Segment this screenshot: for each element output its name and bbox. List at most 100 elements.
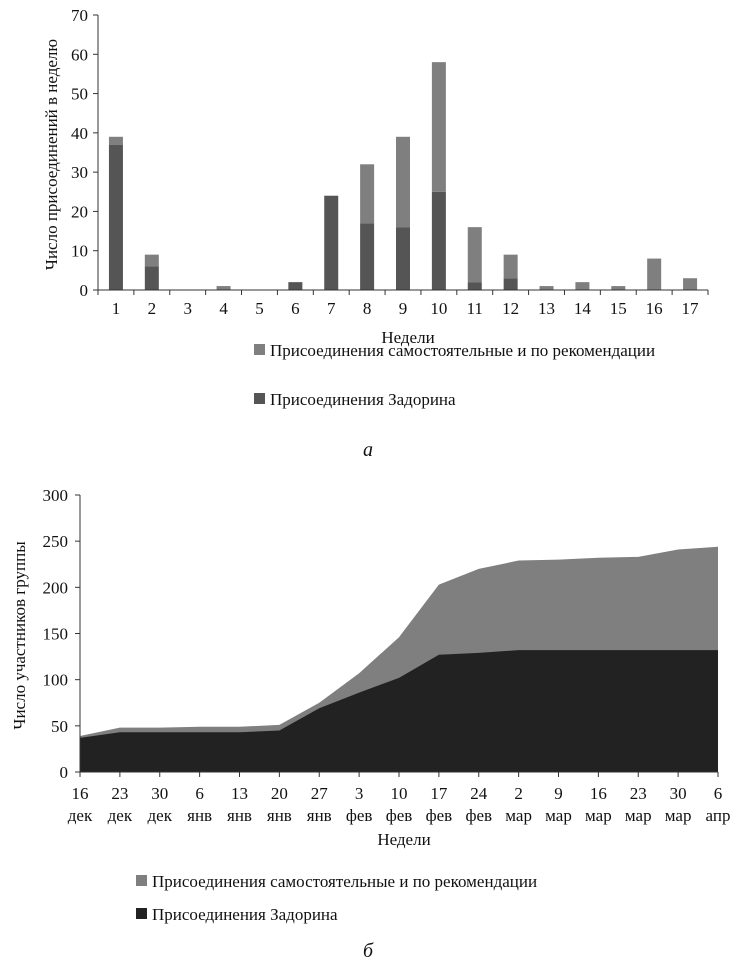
bar-self-joined <box>647 258 662 290</box>
x-tick-label: 4 <box>219 299 228 318</box>
bar-self-joined <box>396 136 410 228</box>
y-tick-label: 20 <box>71 202 88 221</box>
x-tick-month: мар <box>545 806 572 825</box>
x-tick-day: 2 <box>514 784 523 803</box>
bar-self-joined <box>108 136 123 145</box>
bar-self-joined <box>611 286 626 290</box>
x-tick-day: 6 <box>714 784 723 803</box>
y-tick-label: 40 <box>71 124 88 143</box>
x-tick-month: дек <box>148 806 173 825</box>
x-tick-day: 16 <box>72 784 89 803</box>
y-axis-title: Число участников группы <box>10 541 29 730</box>
legend-label: Присоединения самостоятельные и по реком… <box>270 341 655 360</box>
x-tick-label: 10 <box>430 299 447 318</box>
legend-swatch <box>136 875 147 886</box>
x-axis-title: Недели <box>381 328 434 347</box>
y-tick-label: 30 <box>71 163 88 182</box>
bar-zadorin <box>396 227 410 290</box>
x-tick-month: фев <box>426 806 453 825</box>
x-tick-month: мар <box>585 806 612 825</box>
x-tick-label: 12 <box>502 299 519 318</box>
area-zadorin <box>80 650 718 772</box>
bar-zadorin <box>144 266 159 290</box>
x-tick-month: фев <box>386 806 413 825</box>
y-tick-label: 0 <box>80 281 89 300</box>
legend-swatch <box>254 344 265 355</box>
x-tick-label: 16 <box>646 299 663 318</box>
x-tick-label: 15 <box>610 299 627 318</box>
x-tick-day: 3 <box>355 784 364 803</box>
y-tick-label: 200 <box>43 578 69 597</box>
y-tick-label: 10 <box>71 242 88 261</box>
bar-zadorin <box>288 282 303 290</box>
y-tick-label: 150 <box>43 625 69 644</box>
legend-label: Присоединения Задорина <box>270 390 456 409</box>
x-tick-month: дек <box>68 806 93 825</box>
x-tick-label: 14 <box>574 299 592 318</box>
x-tick-day: 17 <box>430 784 448 803</box>
x-tick-label: 13 <box>538 299 555 318</box>
x-tick-month: фев <box>465 806 492 825</box>
x-tick-day: 24 <box>470 784 488 803</box>
bar-zadorin <box>324 195 339 290</box>
bar-zadorin <box>467 282 482 290</box>
x-tick-day: 20 <box>271 784 288 803</box>
x-tick-day: 6 <box>195 784 204 803</box>
bar-self-joined <box>144 254 159 267</box>
y-tick-label: 300 <box>43 486 69 505</box>
x-tick-label: 17 <box>682 299 700 318</box>
x-tick-month: фев <box>346 806 373 825</box>
x-axis-title: Недели <box>377 830 430 849</box>
x-tick-month: мар <box>665 806 692 825</box>
y-tick-label: 60 <box>71 45 88 64</box>
x-tick-label: 3 <box>183 299 192 318</box>
x-tick-label: 5 <box>255 299 264 318</box>
x-tick-day: 23 <box>630 784 647 803</box>
y-tick-label: 50 <box>51 717 68 736</box>
x-tick-label: 11 <box>467 299 483 318</box>
x-tick-day: 27 <box>311 784 329 803</box>
x-tick-month: янв <box>227 806 252 825</box>
legend-label: Присоединения Задорина <box>152 905 338 924</box>
bar-zadorin <box>431 191 446 290</box>
legend-swatch <box>254 393 265 404</box>
x-tick-label: 8 <box>363 299 372 318</box>
bar-self-joined <box>683 278 698 290</box>
x-tick-day: 23 <box>111 784 128 803</box>
bar-self-joined <box>575 282 590 290</box>
x-tick-month: дек <box>108 806 133 825</box>
bar-self-joined <box>216 286 231 290</box>
bar-zadorin <box>108 144 123 290</box>
x-tick-day: 9 <box>554 784 563 803</box>
x-tick-month: янв <box>187 806 212 825</box>
x-tick-month: мар <box>625 806 652 825</box>
x-tick-label: 7 <box>327 299 336 318</box>
bar-zadorin <box>503 278 518 290</box>
y-tick-label: 50 <box>71 85 88 104</box>
x-tick-day: 30 <box>670 784 687 803</box>
y-tick-label: 250 <box>43 532 69 551</box>
bar-self-joined <box>431 62 446 192</box>
figure-caption: а <box>363 439 373 461</box>
x-tick-day: 13 <box>231 784 248 803</box>
x-tick-label: 9 <box>399 299 408 318</box>
bar-self-joined <box>539 286 554 290</box>
y-tick-label: 0 <box>60 763 69 782</box>
bar-self-joined <box>467 227 482 283</box>
x-tick-month: мар <box>505 806 532 825</box>
x-tick-day: 30 <box>151 784 168 803</box>
bar-zadorin <box>360 223 375 290</box>
bar-self-joined <box>360 164 375 224</box>
x-tick-label: 6 <box>291 299 300 318</box>
x-tick-day: 16 <box>590 784 607 803</box>
y-axis-title: Число присоединений в неделю <box>42 39 61 271</box>
x-tick-day: 10 <box>391 784 408 803</box>
legend-swatch <box>136 908 147 919</box>
x-tick-month: янв <box>307 806 332 825</box>
chart-b-group-members: 05010015020025030016дек23дек30дек6янв13я… <box>10 486 730 962</box>
x-tick-label: 2 <box>148 299 157 318</box>
x-tick-month: янв <box>267 806 292 825</box>
legend-label: Присоединения самостоятельные и по реком… <box>152 872 537 891</box>
y-tick-label: 70 <box>71 6 88 25</box>
